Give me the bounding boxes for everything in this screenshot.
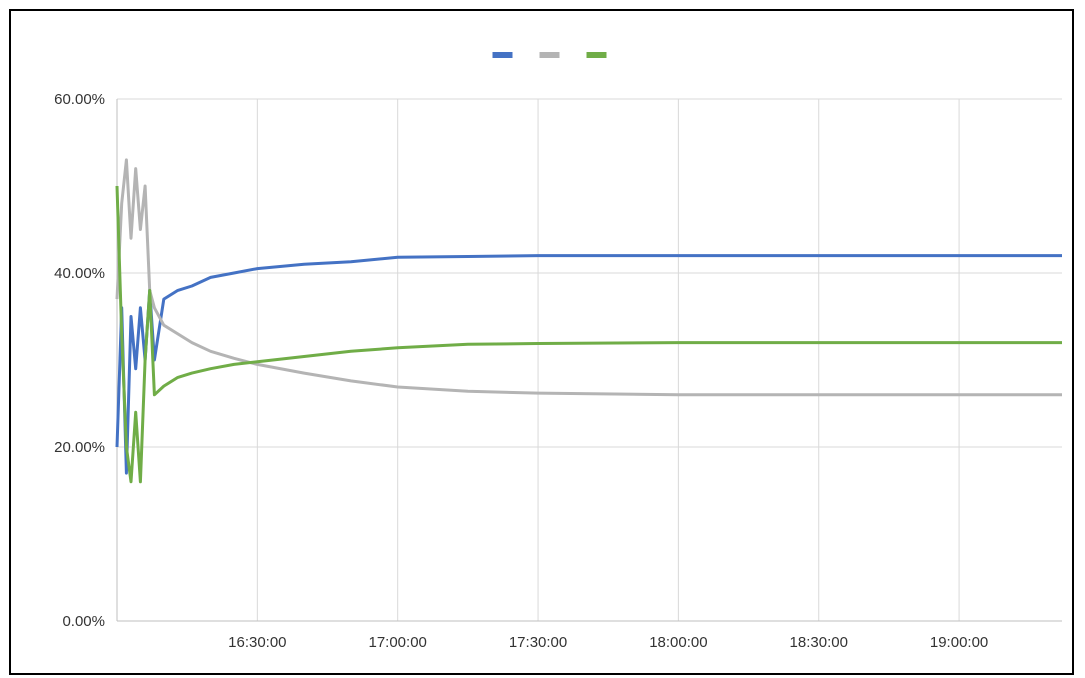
x-tick-label: 18:30:00 [790, 634, 848, 651]
line-chart: 0.00% 20.00% 40.00% 60.00% 16:30:00 17:00:00… [54, 52, 1062, 651]
x-axis: 16:30:00 17:00:00 17:30:00 18:00:00 18:30:00… [117, 620, 1062, 651]
y-tick-label: 20.00% [54, 439, 105, 456]
gridlines [117, 98, 1062, 621]
chart-legend [492, 52, 607, 58]
y-tick-label: 60.00% [54, 91, 105, 108]
y-axis: 0.00% 20.00% 40.00% 60.00% [54, 91, 118, 630]
legend-swatch-3 [586, 52, 607, 58]
y-tick-label: 40.00% [54, 265, 105, 282]
x-tick-label: 19:00:00 [930, 634, 988, 651]
x-tick-label: 18:00:00 [649, 634, 707, 651]
x-tick-label: 17:00:00 [368, 634, 426, 651]
series-group [115, 158, 1062, 484]
series-line-1 [115, 254, 1062, 475]
series-line-2 [115, 158, 1062, 397]
x-tick-label: 16:30:00 [228, 634, 286, 651]
x-tick-label: 17:30:00 [509, 634, 567, 651]
chart-frame: 0.00% 20.00% 40.00% 60.00% 16:30:00 17:00:00… [9, 9, 1074, 675]
series-line-3 [115, 185, 1062, 484]
legend-swatch-1 [492, 52, 513, 58]
legend-swatch-2 [539, 52, 560, 58]
y-tick-label: 0.00% [62, 613, 105, 630]
